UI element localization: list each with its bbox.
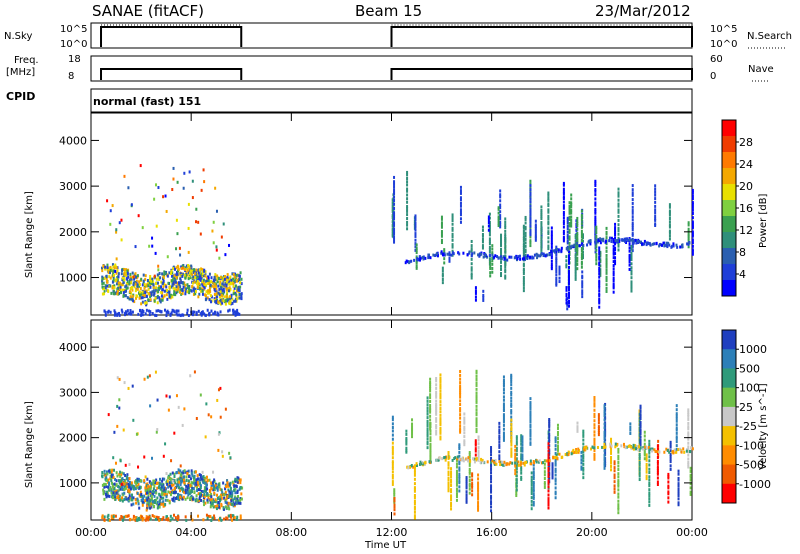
power-colorbar-segment-1 bbox=[722, 136, 736, 153]
velocity-ytick-label-3: 1000 bbox=[59, 477, 87, 490]
velocity-ytick-label-2: 2000 bbox=[59, 432, 87, 445]
nsky-label: N.Sky bbox=[4, 31, 33, 42]
power-colorbar-tick-label-2: 20 bbox=[739, 180, 753, 193]
power-colorbar-segment-3 bbox=[722, 168, 736, 185]
power-echo-cells bbox=[101, 164, 694, 318]
nave-tick-top: 60 bbox=[710, 54, 723, 65]
velocity-colorbar-tick-label-6: -500 bbox=[739, 459, 764, 472]
nsky-tick-bottom: 10^0 bbox=[60, 39, 88, 50]
power-colorbar-tick-label-5: 8 bbox=[739, 246, 746, 259]
velocity-echo-cells bbox=[101, 369, 694, 523]
velocity-ytick-label-1: 3000 bbox=[59, 386, 87, 399]
date-title: 23/Mar/2012 bbox=[595, 2, 691, 20]
power-colorbar-segment-8 bbox=[722, 248, 736, 265]
freq-trace-1 bbox=[390, 68, 693, 80]
x-tick-label-6: 00:00 bbox=[676, 526, 708, 539]
nsearch-tick-bottom: 10^0 bbox=[710, 39, 738, 50]
velocity-colorbar-tick-label-2: 100 bbox=[739, 382, 760, 395]
nsky-trace-0 bbox=[100, 26, 243, 47]
x-tick-label-2: 08:00 bbox=[275, 526, 307, 539]
power-ylabel: Slant Range [km] bbox=[24, 191, 35, 278]
power-colorbar-tick-label-0: 28 bbox=[739, 136, 753, 149]
x-axis-label: Time UT bbox=[365, 540, 407, 551]
x-tick-label-1: 04:00 bbox=[175, 526, 207, 539]
power-colorbar-tick-label-3: 16 bbox=[739, 202, 753, 215]
power-colorbar-segment-7 bbox=[722, 232, 736, 249]
nave-label: Nave bbox=[748, 64, 774, 75]
velocity-colorbar-segment-8 bbox=[722, 483, 736, 504]
power-colorbar-segment-6 bbox=[722, 216, 736, 233]
nsearch-tick-top: 10^5 bbox=[710, 24, 738, 35]
power-colorbar-tick-label-4: 12 bbox=[739, 224, 753, 237]
velocity-colorbar-segment-3 bbox=[722, 387, 736, 408]
x-tick-label-3: 12:00 bbox=[376, 526, 408, 539]
nsky-trace-1 bbox=[390, 26, 693, 47]
nave-tick-bottom: 0 bbox=[710, 71, 717, 82]
cpid-value: normal (fast) 151 bbox=[93, 95, 202, 108]
velocity-colorbar-frame bbox=[721, 329, 737, 504]
power-colorbar-segment-0 bbox=[722, 120, 736, 137]
power-colorbar-segment-4 bbox=[722, 184, 736, 201]
velocity-colorbar-segment-0 bbox=[722, 330, 736, 350]
velocity-colorbar-segment-7 bbox=[722, 464, 736, 485]
power-colorbar-segment-5 bbox=[722, 200, 736, 217]
velocity-ytick-label-0: 4000 bbox=[59, 341, 87, 354]
velocity-colorbar-tick-label-7: -1000 bbox=[739, 478, 771, 491]
power-ytick-label-2: 2000 bbox=[59, 226, 87, 239]
velocity-colorbar-segment-5 bbox=[722, 426, 736, 446]
x-tick-label-0: 00:00 bbox=[75, 526, 107, 539]
power-ytick-label-0: 4000 bbox=[59, 134, 87, 147]
velocity-colorbar-segment-6 bbox=[722, 445, 736, 466]
x-tick-label-4: 16:00 bbox=[476, 526, 508, 539]
cpid-label: CPID bbox=[6, 90, 36, 103]
cpid-panel-frame bbox=[90, 88, 693, 113]
velocity-colorbar-tick-label-5: -100 bbox=[739, 439, 764, 452]
freq-label-1: Freq. bbox=[14, 55, 39, 66]
freq-tick-bottom: 8 bbox=[68, 71, 75, 82]
power-ytick-label-1: 3000 bbox=[59, 180, 87, 193]
power-colorbar-segment-9 bbox=[722, 264, 736, 281]
beam-title: Beam 15 bbox=[355, 2, 423, 20]
power-colorbar-label: Power [dB] bbox=[758, 193, 769, 248]
station-title: SANAE (fitACF) bbox=[92, 2, 204, 20]
velocity-colorbar-tick-label-4: -25 bbox=[739, 420, 757, 433]
power-colorbar-tick-label-6: 4 bbox=[739, 268, 746, 281]
x-tick-label-5: 20:00 bbox=[576, 526, 608, 539]
power-colorbar-segment-2 bbox=[722, 152, 736, 169]
velocity-colorbar-segment-2 bbox=[722, 368, 736, 389]
power-ytick-label-3: 1000 bbox=[59, 272, 87, 285]
velocity-colorbar-segment-4 bbox=[722, 406, 736, 427]
velocity-colorbar-tick-label-3: 25 bbox=[739, 401, 753, 414]
freq-tick-top: 18 bbox=[68, 54, 81, 65]
velocity-colorbar-label: Velocity [m s^-1] bbox=[758, 383, 769, 470]
power-colorbar-tick-label-1: 24 bbox=[739, 158, 753, 171]
velocity-colorbar-tick-label-0: 1000 bbox=[739, 343, 767, 356]
freq-trace-0 bbox=[100, 68, 243, 80]
nsky-tick-top: 10^5 bbox=[60, 24, 88, 35]
velocity-colorbar-segment-1 bbox=[722, 349, 736, 369]
velocity-colorbar-tick-label-1: 500 bbox=[739, 362, 760, 375]
freq-label-2: [MHz] bbox=[6, 67, 36, 78]
velocity-ylabel: Slant Range [km] bbox=[24, 401, 35, 488]
power-panel-frame bbox=[90, 112, 693, 316]
power-colorbar-segment-10 bbox=[722, 280, 736, 297]
nsearch-label: N.Search bbox=[747, 31, 793, 42]
